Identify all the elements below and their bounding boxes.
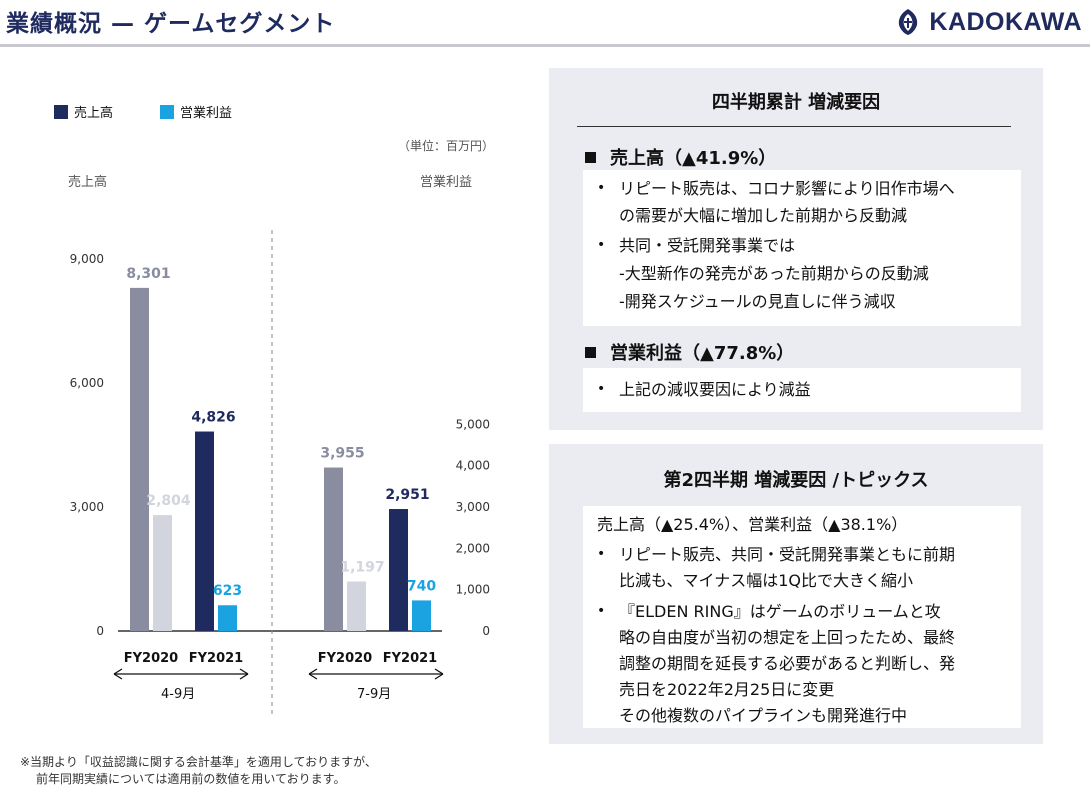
bullet-mark: • (597, 381, 606, 397)
panel1-title: 四半期累計 増減要因 (711, 92, 881, 113)
sales-bar (324, 467, 343, 631)
profit-factor-box: • 上記の減収要因により減益 (583, 368, 1021, 412)
cumulative-factors-panel: 四半期累計 増減要因 売上高（▲41.9%） • リピート販売は、コロナ影響によ… (549, 68, 1043, 430)
bullet-mark: • (597, 237, 606, 253)
range-label-7-9: 7-9月 (357, 687, 392, 702)
q2-topics-panel: 第2四半期 増減要因 /トピックス 売上高（▲25.4%）、営業利益（▲38.1… (549, 444, 1043, 744)
footnote-line-1: ※当期より「収益認識に関する会計基準」を適用しておりますが、 (20, 755, 377, 769)
right-axis-title: 営業利益 (420, 175, 473, 190)
category-label: FY2021 (189, 651, 243, 666)
right-tick-label: 5,000 (456, 417, 490, 431)
right-tick-label: 0 (482, 624, 490, 638)
sales-factor-subline: -大型新作の発売があった前期からの反動減 (619, 264, 929, 283)
sales-section-marker (585, 151, 596, 163)
sales-data-label: 3,955 (320, 446, 364, 462)
category-label: FY2021 (383, 651, 437, 666)
sales-section-head: 売上高（▲41.9%） (585, 144, 776, 170)
q2-topic-line: 売日を2022年2月25日に変更 (619, 680, 835, 699)
profit-factor-line: 上記の減収要因により減益 (619, 380, 811, 399)
sales-factor-line: の需要が大幅に増加した前期から反動減 (619, 206, 908, 225)
range-arrow-left-head (308, 668, 318, 680)
sales-data-label: 2,951 (385, 487, 429, 503)
left-tick-label: 6,000 (70, 376, 104, 390)
sales-factor-subline: -開発スケジュールの見直しに伴う減収 (619, 292, 896, 311)
left-axis-title: 売上高 (68, 175, 108, 190)
profit-data-label: 740 (407, 578, 436, 594)
profit-data-label: 1,197 (340, 560, 384, 576)
category-label: FY2020 (318, 651, 372, 666)
q2-topic-line: 比減も、マイナス幅は1Q比で大きく縮小 (619, 571, 913, 590)
profit-bar (218, 605, 237, 631)
q2-topic-line: その他複数のパイプラインも開発進行中 (619, 706, 908, 725)
q2-topics-box: 売上高（▲25.4%）、営業利益（▲38.1%） • リピート販売、共同・受託開… (583, 506, 1021, 728)
unit-label: （単位：百万円） (398, 139, 495, 153)
profit-section-marker (585, 346, 596, 358)
sales-bar (130, 287, 149, 631)
profit-data-label: 623 (213, 583, 242, 599)
sales-factor-box: • リピート販売は、コロナ影響により旧作市場へ の需要が大幅に増加した前期から反… (583, 170, 1021, 326)
profit-bar (412, 600, 431, 631)
bar-chart: 0 3,000 6,000 9,000 0 1,000 2,000 3,000 4,000 5,0… (70, 230, 490, 716)
profit-section-head: 営業利益（▲77.8%） (585, 339, 794, 365)
bullet-mark: • (597, 603, 606, 619)
profit-data-label: 2,804 (146, 493, 191, 509)
range-arrow-left-head (113, 668, 123, 680)
brand-name: KADOKAWA (929, 7, 1082, 36)
sales-bar (195, 431, 214, 631)
legend-sales-swatch (54, 104, 68, 119)
q2-topic-line: 調整の期間を延長する必要があると判断し、発 (619, 654, 956, 673)
left-tick-label: 3,000 (70, 500, 104, 514)
category-label: FY2020 (124, 651, 178, 666)
range-arrow-right-head (434, 668, 444, 680)
legend-sales: 売上高 (54, 102, 113, 121)
panel1-title-rule (577, 126, 1011, 127)
left-tick-label: 0 (96, 624, 104, 638)
profit-bar (153, 515, 172, 631)
bullet-mark: • (597, 546, 606, 562)
sales-factor-line: リピート販売は、コロナ影響により旧作市場へ (619, 179, 955, 198)
legend-profit-label: 営業利益 (180, 106, 233, 121)
profit-section-title: 営業利益（▲77.8%） (610, 343, 795, 364)
q2-topic-line: リピート販売、共同・受託開発事業ともに前期 (619, 545, 956, 564)
panel2-title: 第2四半期 増減要因 /トピックス (663, 470, 929, 491)
brand-logo: KADOKAWA (893, 6, 1082, 38)
footnote-line-2: 前年同期実績については適用前の数値を用いております。 (36, 772, 346, 786)
page-title: 業績概況 — ゲームセグメント (6, 11, 336, 37)
legend-sales-label: 売上高 (74, 106, 114, 121)
sales-section-title: 売上高（▲41.9%） (610, 148, 777, 169)
range-label-4-9: 4-9月 (161, 687, 196, 702)
q2-summary: 売上高（▲25.4%）、営業利益（▲38.1%） (597, 515, 908, 534)
sales-data-label: 4,826 (191, 410, 235, 426)
right-tick-label: 1,000 (456, 583, 490, 597)
right-tick-label: 3,000 (456, 500, 490, 514)
sales-factor-line: 共同・受託開発事業では (619, 236, 796, 255)
footnote: ※当期より「収益認識に関する会計基準」を適用しておりますが、 前年同期実績につい… (20, 754, 377, 788)
q2-topic-line: 略の自由度が当初の想定を上回ったため、最終 (619, 628, 956, 647)
sales-data-label: 8,301 (126, 266, 170, 282)
q2-topic-line: 『ELDEN RING』はゲームのボリュームと攻 (619, 602, 941, 621)
sales-bar (389, 509, 408, 631)
legend-profit-swatch (160, 104, 174, 119)
header-divider (0, 44, 1090, 47)
range-arrow-right-head (239, 668, 249, 680)
right-tick-label: 2,000 (456, 541, 490, 555)
left-tick-label: 9,000 (70, 252, 104, 266)
kadokawa-emblem-icon (899, 9, 918, 35)
bullet-mark: • (597, 180, 606, 196)
right-tick-label: 4,000 (456, 459, 490, 473)
legend-profit: 営業利益 (160, 102, 232, 121)
profit-bar (347, 581, 366, 631)
